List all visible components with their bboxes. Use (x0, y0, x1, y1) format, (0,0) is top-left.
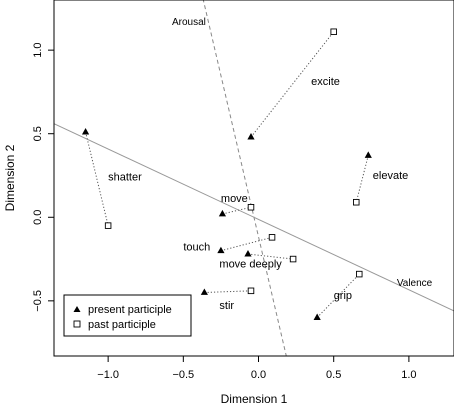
present-marker-shatter (81, 128, 90, 135)
present-marker-touch (217, 246, 225, 254)
y-tick-label: 0.0 (32, 210, 44, 225)
legend-marker-present-participle (73, 306, 81, 312)
x-tick-label: −1.0 (97, 369, 119, 381)
x-axis: −1.0 −0.5 0.0 0.5 1.0 (97, 356, 417, 381)
valence-line (54, 123, 454, 312)
x-axis-title: Dimension 1 (221, 392, 288, 406)
arousal-line (202, 0, 287, 356)
past-marker-elevate (353, 198, 360, 206)
present-marker-move (218, 209, 227, 217)
legend-box (63, 294, 192, 337)
past-marker-shatter (104, 222, 112, 229)
pair-connectors (85, 31, 369, 318)
past-marker-excite (330, 28, 337, 36)
connector-elevate (355, 155, 369, 203)
word-label-touch: touch (183, 242, 210, 254)
word-label-excite: excite (311, 76, 340, 88)
dimension-line-labels: Arousal Valence (172, 17, 433, 289)
connector-touch (220, 236, 273, 252)
dimension-lines (54, 0, 454, 356)
connector-grip (316, 273, 360, 318)
legend: present participle past participle (63, 294, 192, 337)
past-marker-touch (268, 234, 276, 241)
word-label-elevate: elevate (373, 170, 408, 182)
plot-frame (53, 0, 454, 357)
word-label-move-deeply: move deeply (219, 258, 282, 270)
valence-line-label: Valence (397, 278, 433, 289)
present-marker-excite (247, 133, 255, 140)
present-marker-stir (200, 288, 208, 295)
word-label-move: move (221, 193, 248, 205)
present-marker-elevate (364, 151, 372, 158)
past-marker-grip (356, 270, 363, 278)
data-markers (81, 28, 372, 320)
arousal-line-label: Arousal (172, 17, 206, 28)
word-labels: shatter excite elevate move touch move deeply… (108, 76, 408, 312)
x-tick-label: 0.5 (326, 369, 341, 381)
connector-move (222, 206, 252, 215)
past-marker-move-deeply (289, 255, 297, 263)
y-tick-label: 1.0 (32, 42, 44, 57)
legend-label-past-participle: past participle (88, 319, 156, 331)
y-axis: −0.5 0.0 0.5 1.0 (32, 42, 54, 312)
y-axis-title: Dimension 2 (3, 144, 17, 211)
word-label-shatter: shatter (108, 172, 142, 184)
legend-label-present-participle: present participle (88, 304, 172, 316)
past-marker-stir (247, 287, 255, 295)
y-tick-label: 0.5 (32, 126, 44, 141)
present-marker-grip (313, 313, 321, 320)
connector-shatter (85, 131, 109, 226)
y-tick-label: −0.5 (32, 290, 44, 312)
present-marker-move-deeply (244, 250, 252, 257)
legend-marker-past-participle (73, 320, 81, 328)
past-marker-move (247, 203, 255, 211)
connector-move-deeply (247, 253, 294, 260)
connector-stir (204, 290, 252, 293)
x-tick-label: 1.0 (401, 369, 416, 381)
word-label-grip: grip (334, 290, 352, 302)
x-tick-label: 0.0 (251, 369, 266, 381)
x-tick-label: −0.5 (172, 369, 194, 381)
word-label-stir: stir (219, 300, 234, 312)
